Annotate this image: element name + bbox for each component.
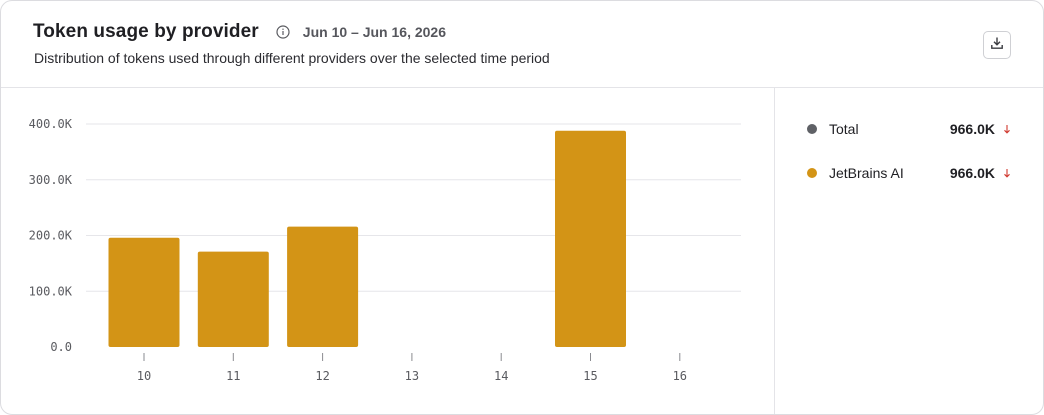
y-tick-label: 100.0K xyxy=(29,284,73,298)
download-button[interactable] xyxy=(983,31,1011,59)
card-subtitle: Distribution of tokens used through diff… xyxy=(34,50,550,66)
legend-label-total: Total xyxy=(829,121,859,137)
x-tick-label: 10 xyxy=(137,369,151,383)
bar-chart: 0.0 100.0K 200.0K 300.0K 400.0K 10 11 12 13 14 15 1… xyxy=(1,88,774,414)
legend-item-total[interactable]: Total 966.0K xyxy=(807,119,1011,139)
arrow-down-icon xyxy=(1003,123,1011,135)
bar xyxy=(108,237,180,347)
bar-chart-svg: 0.0 100.0K 200.0K 300.0K 400.0K 10 11 12 13 14 15 1… xyxy=(29,117,741,383)
x-tick-label: 11 xyxy=(226,369,240,383)
x-tick-label: 13 xyxy=(405,369,419,383)
card-title: Token usage by provider xyxy=(33,21,259,42)
bar xyxy=(555,130,626,347)
x-tick-label: 16 xyxy=(673,369,687,383)
x-tick-label: 14 xyxy=(494,369,508,383)
legend-label-jetbrains-ai: JetBrains AI xyxy=(829,165,904,181)
title-row: Token usage by provider Jun 10 – Jun 16,… xyxy=(33,21,446,43)
legend-dot-total xyxy=(807,124,817,134)
legend-item-jetbrains-ai[interactable]: JetBrains AI 966.0K xyxy=(807,163,1011,183)
y-tick-label: 0.0 xyxy=(50,340,72,354)
y-tick-label: 300.0K xyxy=(29,173,73,187)
y-tick-label: 200.0K xyxy=(29,229,73,243)
download-icon xyxy=(990,36,1004,55)
info-icon[interactable] xyxy=(275,24,291,40)
legend-panel: Total 966.0K JetBrains AI 966.0K xyxy=(775,88,1043,414)
bar xyxy=(287,226,359,347)
bar xyxy=(197,251,269,347)
card-header: Token usage by provider Jun 10 – Jun 16,… xyxy=(1,1,1043,88)
legend-value-jetbrains-ai: 966.0K xyxy=(949,165,995,181)
date-range: Jun 10 – Jun 16, 2026 xyxy=(302,24,446,40)
legend-dot-jetbrains-ai xyxy=(807,168,817,178)
y-tick-label: 400.0K xyxy=(29,117,73,131)
legend-value-total: 966.0K xyxy=(949,121,995,137)
chart-legend-divider xyxy=(774,88,775,414)
arrow-down-icon xyxy=(1003,167,1011,179)
x-tick-label: 15 xyxy=(583,369,597,383)
x-tick-label: 12 xyxy=(315,369,329,383)
